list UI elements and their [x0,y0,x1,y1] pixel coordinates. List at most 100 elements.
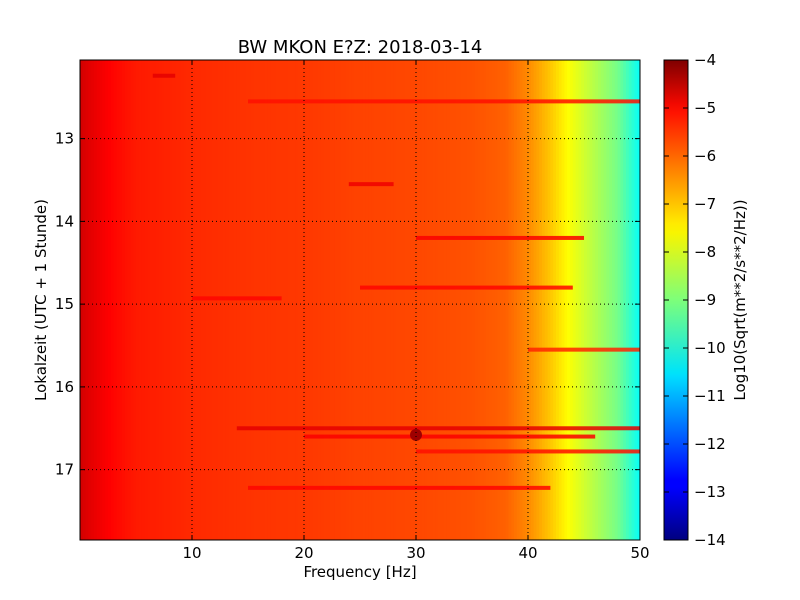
heatmap-column [564,60,568,540]
colorbar-tick-label: −4 [694,51,716,69]
heatmap-column [172,60,176,540]
y-tick-label: 13 [55,130,74,148]
heatmap-column [620,60,624,540]
heatmap-column [312,60,316,540]
heatmap-column [343,60,347,540]
heatmap-column [287,60,291,540]
heatmap-column [110,60,115,540]
heatmap-column [94,60,98,540]
heatmap-column [530,60,535,540]
y-tick-label: 15 [55,295,74,313]
heatmap-column [357,60,361,540]
heatmap-column [483,60,487,540]
heatmap-column [99,60,103,540]
colorbar-tick-label: −7 [694,195,716,213]
heatmap-band [248,99,640,104]
heatmap-column [388,60,392,540]
heatmap-column [511,60,515,540]
heatmap-hotspot [410,428,422,441]
heatmap-column [561,60,565,540]
heatmap-column [449,60,453,540]
heatmap-column [612,60,616,540]
heatmap-column [410,60,414,540]
heatmap-column [396,60,400,540]
heatmap-column [127,60,131,540]
heatmap-column [292,60,297,540]
heatmap-column [315,60,319,540]
heatmap-column [438,60,442,540]
heatmap-column [586,60,591,540]
heatmap-column [130,60,134,540]
heatmap-band [348,182,394,187]
x-tick-label: 20 [294,544,313,562]
heatmap-column [432,60,437,540]
heatmap-column [371,60,375,540]
heatmap-column [147,60,151,540]
heatmap-column [595,60,599,540]
heatmap-column [472,60,476,540]
heatmap-column [354,60,358,540]
plot-frame [79,59,641,541]
plot-area [80,60,640,540]
heatmap-column [365,60,369,540]
heatmap-column [183,60,187,540]
heatmap-column [164,60,168,540]
x-tick-label: 10 [182,544,201,562]
heatmap-column [178,60,182,540]
y-tick-label: 17 [55,461,74,479]
heatmap-column [637,60,640,540]
heatmap-column [474,60,479,540]
heatmap-column [340,60,344,540]
heatmap-column [544,60,549,540]
heatmap-column [539,60,543,540]
heatmap-column [124,60,129,540]
heatmap-band [236,426,640,431]
heatmap-column [318,60,322,540]
heatmap-column [376,60,381,540]
heatmap-column [320,60,325,540]
heatmap-column [444,60,448,540]
heatmap-column [634,60,638,540]
heatmap-column [80,60,84,540]
heatmap-column [144,60,148,540]
heatmap-column [113,60,117,540]
heatmap-column [346,60,350,540]
heatmap-column [542,60,546,540]
heatmap-column [516,60,521,540]
heatmap-column [609,60,613,540]
heatmap-column [295,60,299,540]
heatmap-band [152,73,176,78]
heatmap-column [536,60,540,540]
colorbar-tick-label: −8 [694,243,716,261]
heatmap-column [575,60,579,540]
heatmap-column [614,60,619,540]
heatmap-column [379,60,383,540]
heatmap-column [455,60,459,540]
heatmap-columns [80,60,640,540]
heatmap-column [497,60,501,540]
x-tick-label: 30 [406,544,425,562]
heatmap-column [458,60,462,540]
heatmap-column [138,60,143,540]
heatmap-column [600,60,605,540]
heatmap-column [469,60,473,540]
heatmap-column [102,60,106,540]
heatmap-column [424,60,428,540]
heatmap-column [136,60,140,540]
heatmap-column [281,60,285,540]
heatmap-column [514,60,518,540]
heatmap-column [360,60,364,540]
heatmap-column [522,60,526,540]
heatmap-column [399,60,403,540]
heatmap-column [402,60,406,540]
heatmap-column [572,60,577,540]
heatmap-column [505,60,509,540]
heatmap-column [404,60,409,540]
heatmap-band [528,347,640,352]
heatmap-column [119,60,123,540]
x-tick-label: 50 [630,544,649,562]
heatmap-column [558,60,563,540]
heatmap-column [141,60,145,540]
heatmap-column [491,60,495,540]
heatmap-column [382,60,386,540]
